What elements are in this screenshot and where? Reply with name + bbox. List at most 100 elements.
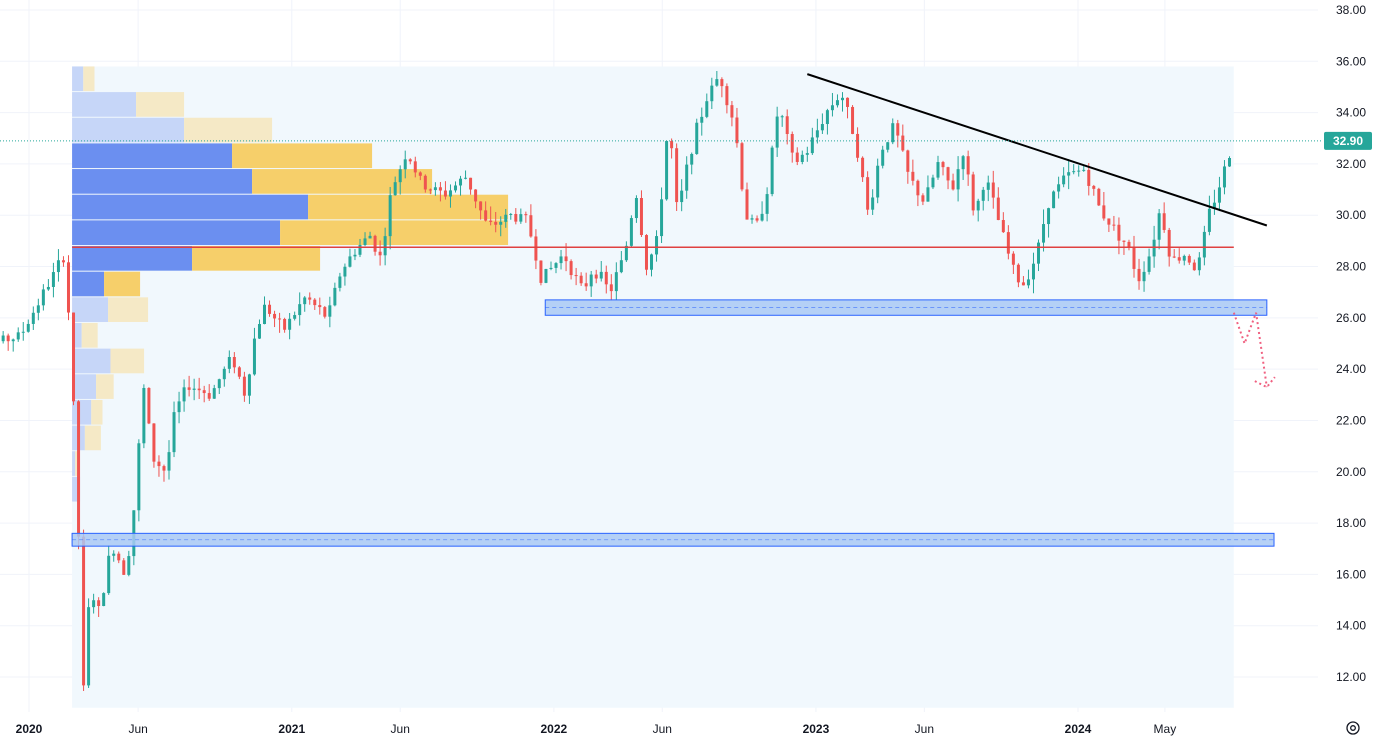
y-tick-label: 20.00 (1336, 465, 1366, 479)
candle-body (1227, 157, 1231, 167)
candle-body (524, 214, 528, 216)
candle-body (856, 133, 860, 158)
candle-body (981, 189, 985, 201)
candle-body (77, 401, 81, 537)
candle-body (760, 213, 764, 221)
candle-body (1011, 253, 1015, 265)
volume-profile-down-bar (75, 451, 79, 476)
candle-body (21, 331, 25, 333)
candle-body (338, 276, 342, 288)
candle-body (544, 268, 548, 283)
candle-body (740, 143, 744, 190)
volume-profile-up-bar (72, 374, 97, 399)
candle-body (861, 157, 865, 178)
candle-body (1222, 166, 1226, 188)
candle-body (509, 213, 513, 215)
volume-profile-up-bar (72, 348, 111, 374)
y-tick-label: 12.00 (1336, 670, 1366, 684)
volume-profile-up-bar (72, 92, 137, 117)
drawings[interactable] (71, 73, 1276, 547)
candle-body (489, 220, 493, 222)
candle-body (212, 388, 216, 399)
candle-body (1016, 264, 1020, 283)
candle-body (122, 560, 126, 575)
volume-profile-up-bar (72, 476, 81, 502)
candle-body (499, 221, 503, 225)
candle-body (790, 134, 794, 153)
candle-body (343, 266, 347, 277)
volume-profile-down-bar (104, 271, 141, 297)
candle-body (1142, 271, 1146, 282)
y-tick-label: 34.00 (1336, 106, 1366, 120)
candle-body (1172, 256, 1176, 258)
candle-body (82, 536, 86, 686)
price-axis[interactable]: 38.00 36.00 34.00 32.00 30.00 28.00 26.00 24.00… (1336, 3, 1366, 684)
candle-body (378, 251, 382, 256)
candle-body (685, 164, 689, 191)
volume-profile-down-bar (192, 246, 321, 271)
volume-profile-up-bar (72, 194, 309, 220)
candle-body (263, 304, 267, 325)
projection-arrowhead (1254, 376, 1276, 389)
candle-body (61, 260, 65, 263)
candle-body (11, 339, 15, 342)
y-tick-label: 26.00 (1336, 311, 1366, 325)
candle-body (584, 283, 588, 287)
x-tick-label: Jun (391, 722, 410, 736)
volume-profile-up-bar (72, 246, 193, 271)
candle-body (886, 142, 890, 150)
candle-body (423, 175, 427, 190)
volume-profile-up-bar (72, 143, 233, 169)
candle-body (619, 260, 623, 273)
volume-profile-up-bar (72, 297, 109, 322)
volume-profile-down-bar (308, 194, 509, 220)
candle-body (976, 200, 980, 211)
candle-body (1047, 208, 1051, 225)
y-tick-label: 22.00 (1336, 413, 1366, 427)
candlestick-series (1, 70, 1231, 691)
time-axis[interactable]: 2020 Jun 2021 Jun 2022 Jun 2023 Jun 2024 May (16, 722, 1177, 736)
candle-body (876, 165, 880, 198)
candle-body (207, 393, 211, 399)
candle-body (51, 272, 55, 287)
volume-profile-up-bar (72, 399, 92, 425)
candle-body (328, 305, 332, 317)
candle-body (197, 388, 201, 391)
candle-body (102, 593, 106, 607)
volume-profile-down-bar (81, 322, 98, 348)
candle-body (604, 271, 608, 285)
candle-body (966, 156, 970, 175)
candle-body (479, 201, 483, 211)
volume-profile (72, 66, 509, 502)
candle-body (313, 299, 317, 306)
candle-body (1057, 184, 1061, 192)
candle-body (1037, 242, 1041, 264)
candle-body (278, 318, 282, 320)
candle-body (1167, 229, 1171, 257)
candle-body (554, 263, 558, 268)
candle-body (1031, 263, 1035, 280)
candle-body (514, 213, 518, 222)
candle-body (830, 105, 834, 111)
candle-body (725, 86, 729, 106)
candle-body (298, 304, 302, 316)
candle-body (323, 307, 327, 317)
candle-body (308, 297, 312, 300)
candle-body (252, 338, 256, 375)
candle-body (936, 162, 940, 178)
x-tick-label: Jun (653, 722, 672, 736)
candle-body (1202, 231, 1206, 258)
volume-profile-down-bar (108, 297, 149, 322)
candle-body (780, 116, 784, 118)
candle-body (539, 260, 543, 283)
candle-body (810, 137, 814, 154)
chart-settings-gear-icon[interactable] (1343, 718, 1363, 738)
candle-body (639, 198, 643, 236)
y-tick-label: 30.00 (1336, 208, 1366, 222)
candle-body (624, 245, 628, 261)
candle-body (273, 313, 277, 319)
candle-body (534, 236, 538, 261)
candle-body (418, 172, 422, 176)
volume-profile-up-bar (72, 451, 76, 476)
